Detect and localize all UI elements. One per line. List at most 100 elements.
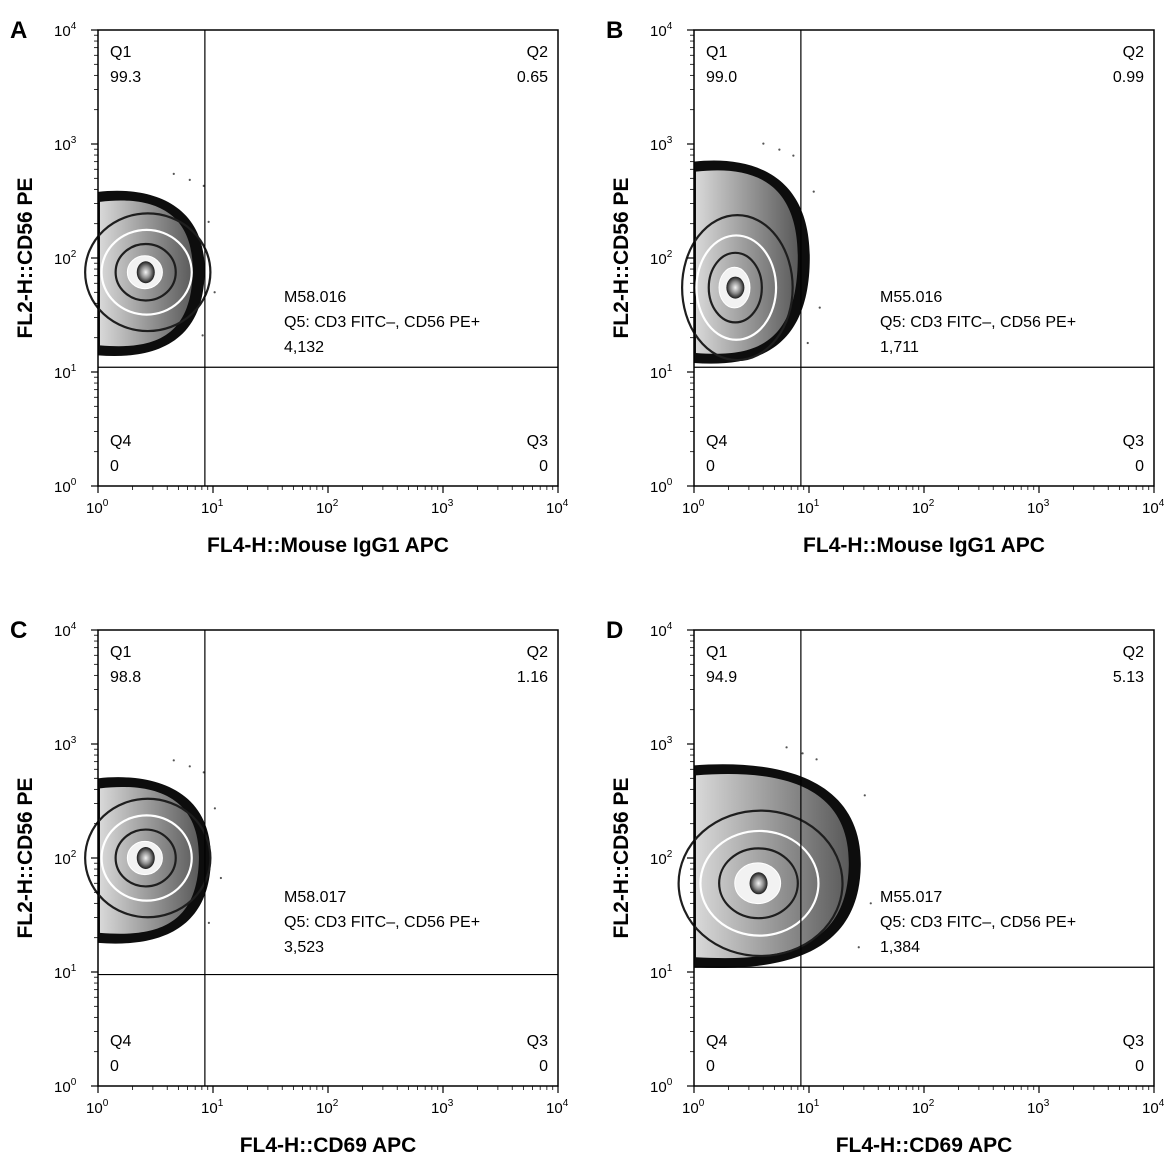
population-contour-3 — [114, 242, 177, 302]
panel-letter: D — [606, 617, 623, 644]
quadrant-q1-value: 98.8 — [110, 669, 141, 686]
gate-sample-name: M58.016 — [284, 289, 346, 306]
x-axis-title: FL4-H::CD69 APC — [240, 1134, 417, 1157]
quadrant-q2-value: 1.16 — [517, 669, 548, 686]
population-contour-1 — [680, 214, 794, 362]
quadrant-q3-label: Q3 — [527, 1033, 548, 1050]
quadrant-q1-value: 99.0 — [706, 69, 737, 86]
quadrant-q3-label: Q3 — [1123, 1033, 1144, 1050]
x-tick-label: 103 — [431, 498, 454, 517]
outlier-dot — [812, 190, 815, 193]
panel-letter: B — [606, 17, 623, 44]
x-tick-label: 101 — [797, 1098, 820, 1117]
gate-description: Q5: CD3 FITC–, CD56 PE+ — [880, 314, 1076, 331]
quadrant-q2-value: 5.13 — [1113, 669, 1144, 686]
x-tick-label: 100 — [86, 498, 109, 517]
population-contour-1 — [677, 809, 844, 958]
outlier-dot — [863, 794, 866, 797]
quadrant-q4-label: Q4 — [706, 433, 727, 450]
x-tick-label: 102 — [316, 498, 339, 517]
outlier-dot — [213, 291, 216, 294]
outlier-dot — [762, 142, 765, 145]
cell-population — [84, 172, 216, 357]
x-tick-label: 104 — [546, 1098, 569, 1117]
y-tick-label: 102 — [650, 849, 673, 868]
x-tick-label: 100 — [682, 498, 705, 517]
population-contour-3 — [114, 828, 177, 888]
quadrant-q4-value: 0 — [110, 458, 119, 475]
gate-event-count: 1,711 — [880, 339, 919, 356]
y-tick-label: 101 — [650, 963, 673, 982]
x-axis-title: FL4-H::Mouse IgG1 APC — [207, 534, 449, 557]
outlier-dot — [213, 807, 216, 810]
gate-description: Q5: CD3 FITC–, CD56 PE+ — [284, 314, 480, 331]
quadrant-q4-value: 0 — [110, 1058, 119, 1075]
y-tick-label: 101 — [54, 963, 77, 982]
outlier-dot — [801, 752, 804, 755]
quadrant-q1-label: Q1 — [706, 44, 727, 61]
quadrant-q1-label: Q1 — [110, 644, 131, 661]
quadrant-q4-label: Q4 — [706, 1033, 727, 1050]
population-contour-1 — [84, 797, 212, 919]
quadrant-q1-label: Q1 — [706, 644, 727, 661]
population-core — [136, 847, 155, 869]
outlier-dot — [778, 148, 781, 151]
gate-event-count: 4,132 — [284, 339, 324, 356]
gate-description: Q5: CD3 FITC–, CD56 PE+ — [880, 914, 1076, 931]
quadrant-q4-label: Q4 — [110, 1033, 131, 1050]
quadrant-q2-label: Q2 — [1123, 644, 1144, 661]
x-tick-label: 101 — [201, 498, 224, 517]
cell-population — [677, 746, 872, 968]
y-tick-label: 104 — [650, 621, 673, 640]
population-core — [749, 872, 768, 895]
y-tick-label: 104 — [650, 21, 673, 40]
population-core — [726, 276, 745, 299]
y-tick-label: 103 — [650, 135, 673, 154]
quadrant-q3-value: 0 — [539, 458, 548, 475]
y-tick-label: 104 — [54, 621, 77, 640]
outlier-dot — [785, 746, 788, 749]
x-tick-label: 100 — [682, 1098, 705, 1117]
cell-population — [84, 759, 222, 944]
quadrant-q2-value: 0.65 — [517, 69, 548, 86]
x-tick-label: 103 — [1027, 498, 1050, 517]
gate-event-count: 1,384 — [880, 939, 920, 956]
outlier-dot — [207, 921, 210, 924]
x-tick-label: 102 — [912, 1098, 935, 1117]
outlier-dot — [815, 758, 818, 761]
x-tick-label: 104 — [1142, 498, 1165, 517]
y-tick-label: 102 — [54, 849, 77, 868]
y-tick-label: 104 — [54, 21, 77, 40]
quadrant-q1-label: Q1 — [110, 44, 131, 61]
outlier-dot — [207, 220, 210, 224]
quadrant-q3-value: 0 — [1135, 1058, 1144, 1075]
gate-sample-name: M55.016 — [880, 289, 942, 306]
x-tick-label: 100 — [86, 1098, 109, 1117]
y-axis-title: FL2-H::CD56 PE — [14, 777, 37, 938]
x-tick-label: 104 — [1142, 1098, 1165, 1117]
y-axis-title: FL2-H::CD56 PE — [14, 177, 37, 338]
y-tick-label: 103 — [650, 735, 673, 754]
quadrant-q2-label: Q2 — [527, 44, 548, 61]
outlier-dot — [818, 306, 821, 309]
x-tick-label: 104 — [546, 498, 569, 517]
gate-sample-name: M55.017 — [880, 889, 942, 906]
y-axis-title: FL2-H::CD56 PE — [610, 177, 633, 338]
population-contour-2 — [100, 814, 193, 902]
y-tick-label: 101 — [650, 363, 673, 382]
y-tick-label: 100 — [650, 477, 673, 496]
population-contour-2 — [695, 234, 778, 341]
quadrant-q4-value: 0 — [706, 458, 715, 475]
cell-population — [680, 142, 821, 364]
quadrant-q1-value: 94.9 — [706, 669, 737, 686]
population-core — [136, 261, 155, 284]
y-axis-title: FL2-H::CD56 PE — [610, 777, 633, 938]
outlier-dot — [188, 765, 191, 768]
x-axis-title: FL4-H::CD69 APC — [836, 1134, 1013, 1157]
quadrant-q4-value: 0 — [706, 1058, 715, 1075]
gate-description: Q5: CD3 FITC–, CD56 PE+ — [284, 914, 480, 931]
y-tick-label: 102 — [650, 249, 673, 268]
